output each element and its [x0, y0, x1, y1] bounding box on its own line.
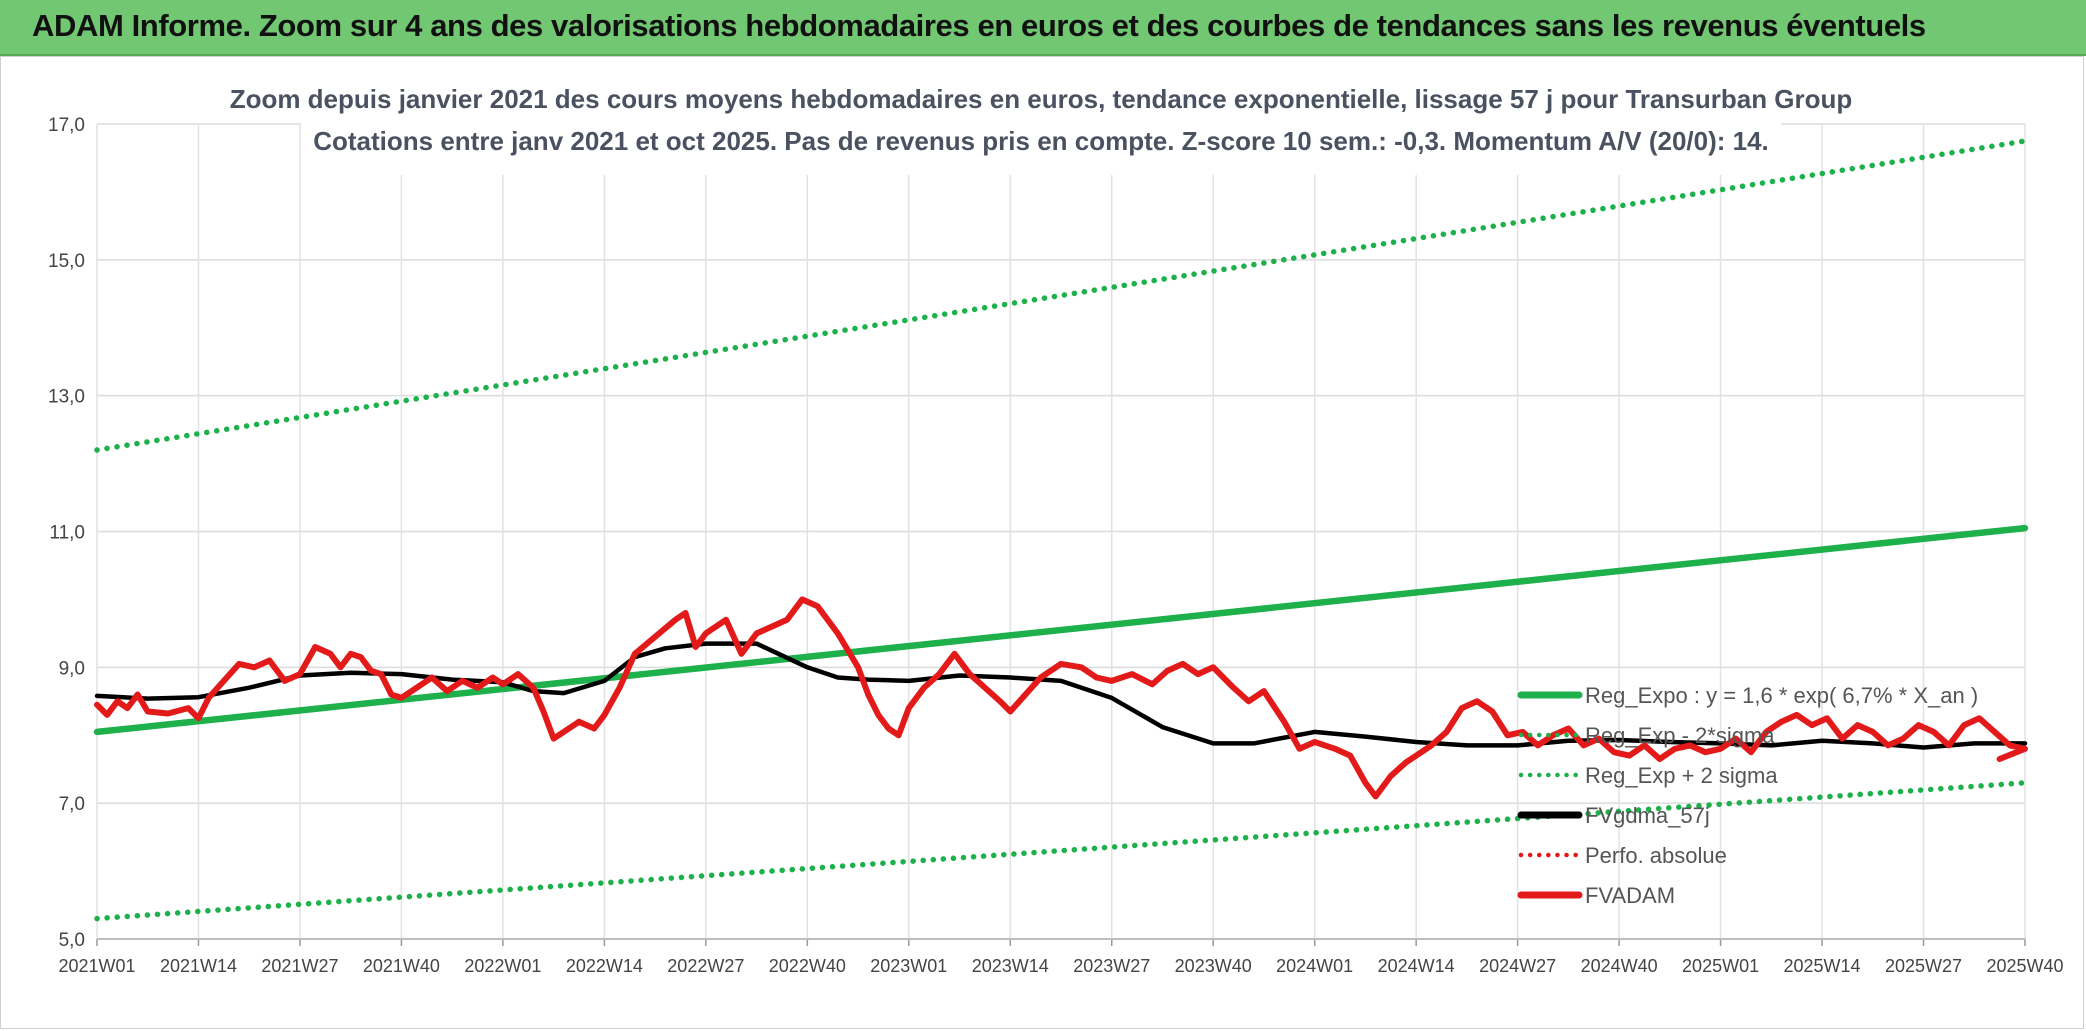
y-tick-label: 15,0 — [48, 251, 85, 272]
y-axis-ticks: 5,0 7,0 9,0 11,0 13,0 15,0 17,0 — [48, 115, 85, 951]
x-tick-label: 2021W40 — [363, 956, 440, 976]
legend-label: Reg_Expo : y = 1,6 * exp( 6,7% * X_an ) — [1585, 683, 1978, 708]
x-tick-label: 2024W40 — [1581, 956, 1658, 976]
x-tick-label: 2025W40 — [1986, 956, 2063, 976]
series-line-reg-exp-2-sigma — [94, 138, 2028, 453]
chart-grid — [96, 123, 2026, 946]
x-tick-label: 2021W14 — [160, 956, 237, 976]
x-axis-ticks: 2021W01 2021W14 2021W27 2021W40 2022W01 2022W… — [58, 956, 2063, 976]
series-line-reg-exp-2-sigma — [94, 780, 2028, 922]
report-banner: ADAM Informe. Zoom sur 4 ans des valoris… — [0, 0, 2086, 56]
y-tick-label: 17,0 — [48, 115, 85, 136]
x-tick-label: 2023W14 — [972, 956, 1049, 976]
x-tick-label: 2024W14 — [1378, 956, 1455, 976]
x-tick-label: 2024W27 — [1479, 956, 1556, 976]
y-tick-label: 13,0 — [48, 387, 85, 408]
chart-series — [93, 138, 2029, 922]
y-tick-label: 7,0 — [59, 794, 85, 815]
series-line-fvadam — [94, 596, 2028, 800]
series-line-fvgdma-57j — [94, 641, 2028, 750]
y-tick-label: 11,0 — [49, 523, 85, 544]
x-tick-label: 2022W27 — [667, 956, 744, 976]
chart-title-line2: Cotations entre janv 2021 et oct 2025. P… — [313, 126, 1769, 156]
x-tick-label: 2022W14 — [566, 956, 643, 976]
chart-title-line1: Zoom depuis janvier 2021 des cours moyen… — [230, 84, 1853, 114]
legend-label: FVADAM — [1585, 883, 1675, 908]
chart-legend: Reg_Expo : y = 1,6 * exp( 6,7% * X_an ) R… — [1517, 683, 1978, 908]
x-tick-label: 2024W01 — [1276, 956, 1353, 976]
title-background — [301, 77, 1781, 175]
x-tick-label: 2022W01 — [464, 956, 541, 976]
valuation-line-chart: 5,0 7,0 9,0 11,0 13,0 15,0 17,0 2021W01 2021W14… — [48, 77, 2064, 976]
x-tick-label: 2021W01 — [58, 956, 135, 976]
chart-frame: 5,0 7,0 9,0 11,0 13,0 15,0 17,0 2021W01 2021W14… — [0, 56, 2084, 1029]
report-title: ADAM Informe. Zoom sur 4 ans des valoris… — [32, 8, 1926, 43]
x-tick-label: 2021W27 — [261, 956, 338, 976]
x-tick-label: 2023W27 — [1073, 956, 1150, 976]
legend-label: Reg_Exp - 2*sigma — [1585, 723, 1775, 748]
legend-label: Reg_Exp + 2 sigma — [1585, 763, 1778, 788]
y-tick-label: 9,0 — [59, 658, 85, 679]
legend-label: FVgdma_57j — [1585, 803, 1710, 828]
x-tick-label: 2025W14 — [1784, 956, 1861, 976]
x-tick-label: 2023W40 — [1175, 956, 1252, 976]
x-tick-label: 2025W01 — [1682, 956, 1759, 976]
y-tick-label: 5,0 — [59, 930, 85, 951]
legend-label: Perfo. absolue — [1585, 843, 1727, 868]
x-tick-label: 2022W40 — [769, 956, 846, 976]
series-line-reg-expo — [93, 524, 2029, 736]
x-tick-label: 2023W01 — [870, 956, 947, 976]
x-tick-label: 2025W27 — [1885, 956, 1962, 976]
